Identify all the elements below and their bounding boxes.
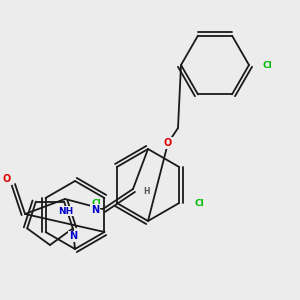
Text: O: O: [3, 174, 11, 184]
Text: NH: NH: [58, 206, 74, 215]
Text: Cl: Cl: [194, 199, 204, 208]
Text: N: N: [91, 205, 99, 215]
Text: N: N: [69, 231, 77, 242]
Text: Cl: Cl: [92, 199, 102, 208]
Text: Cl: Cl: [262, 61, 272, 70]
Text: O: O: [164, 138, 172, 148]
Text: H: H: [144, 187, 150, 196]
